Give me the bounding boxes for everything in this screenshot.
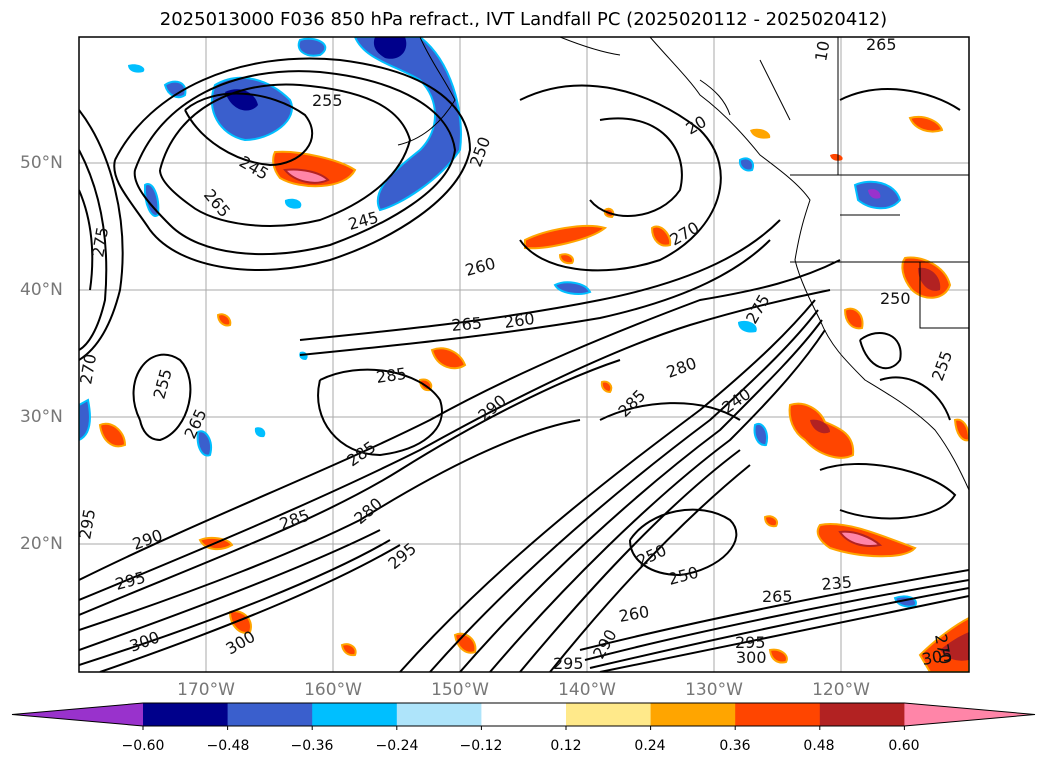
coastline-layer <box>397 37 969 491</box>
colorbar-segment <box>227 703 313 726</box>
contour-label: 10 <box>811 39 833 62</box>
map-frame <box>78 36 970 673</box>
contour-label: 260 <box>503 309 536 332</box>
contour-label: 270 <box>76 352 100 385</box>
lat-label-40n: 40°N <box>20 280 63 300</box>
colorbar-extend-max <box>904 703 1035 726</box>
map-background <box>79 37 969 672</box>
lon-label-140w: 140°W <box>558 680 616 700</box>
colorbar-segment <box>819 703 905 726</box>
colorbar-tick-label: 0.12 <box>550 738 582 754</box>
lat-label-20n: 20°N <box>20 534 63 554</box>
lat-label-30n: 30°N <box>20 407 63 427</box>
colorbar-tick-label: −0.60 <box>121 738 165 754</box>
colorbar-segment <box>143 703 229 726</box>
contour-label: 300 <box>736 648 767 667</box>
colorbar-tick-label: 0.24 <box>634 738 666 754</box>
colorbar-tick-label: −0.48 <box>206 738 250 754</box>
contour-label: 265 <box>451 313 483 335</box>
colorbar <box>11 702 1036 730</box>
lon-label-150w: 150°W <box>431 680 489 700</box>
lat-label-50n: 50°N <box>20 153 63 173</box>
contour-label: 285 <box>375 364 408 387</box>
lon-label-120w: 120°W <box>812 680 870 700</box>
refractivity-contours <box>79 57 969 672</box>
colorbar-segment <box>650 703 736 726</box>
contour-label: 265 <box>866 35 897 54</box>
colorbar-tick-label: −0.36 <box>290 738 334 754</box>
contour-label: 295 <box>553 654 584 673</box>
lon-label-160w: 160°W <box>304 680 362 700</box>
contour-label: 250 <box>880 289 911 308</box>
colorbar-segment <box>566 703 652 726</box>
colorbar-tick-label: 0.48 <box>803 738 835 754</box>
colorbar-tick-label: −0.12 <box>459 738 503 754</box>
lon-label-130w: 130°W <box>685 680 743 700</box>
colorbar-segment <box>481 703 567 726</box>
colorbar-tick-label: 0.60 <box>888 738 920 754</box>
lon-label-170w: 170°W <box>177 680 235 700</box>
contour-label: 295 <box>75 507 99 540</box>
colorbar-tick-label: −0.24 <box>375 738 419 754</box>
colorbar-segment <box>396 703 482 726</box>
colorbar-tick-label: 0.36 <box>719 738 751 754</box>
contour-label: 265 <box>762 587 793 606</box>
colorbar-segment <box>735 703 821 726</box>
contour-label: 255 <box>312 91 343 110</box>
figure-title: 2025013000 F036 850 hPa refract., IVT La… <box>159 9 888 30</box>
contour-label: 295 <box>735 633 766 652</box>
contour-label: 235 <box>821 572 853 594</box>
colorbar-extend-min <box>12 703 143 726</box>
colorbar-segment <box>312 703 398 726</box>
